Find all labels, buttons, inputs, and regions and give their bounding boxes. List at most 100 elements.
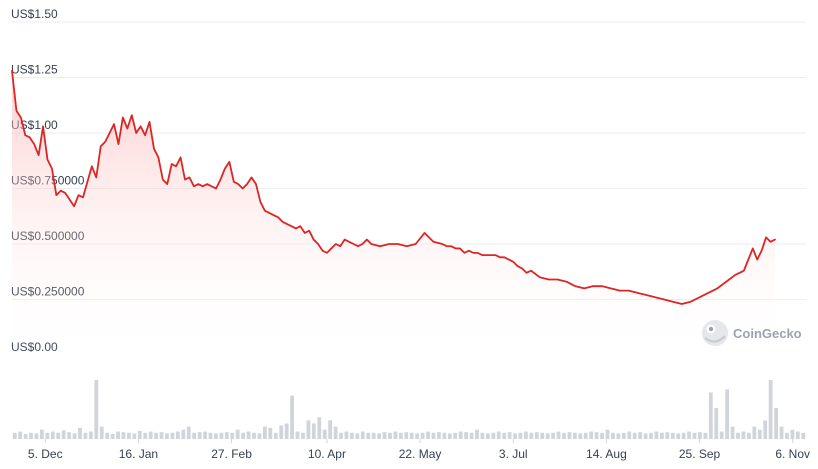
x-tick-label: 3. Jul: [499, 447, 528, 461]
volume-bar: [252, 432, 256, 439]
volume-bar: [518, 432, 523, 439]
coingecko-watermark: CoinGecko: [702, 320, 802, 346]
volume-bar: [219, 432, 224, 439]
volume-bar: [246, 431, 251, 439]
volume-bar: [779, 426, 784, 439]
price-line-layer: [11, 69, 776, 305]
volume-bar: [268, 427, 273, 439]
volume-bar: [415, 433, 420, 439]
volume-bar: [377, 433, 381, 439]
volume-bar: [311, 423, 316, 439]
volume-bar: [116, 431, 120, 439]
volume-bar: [763, 420, 768, 439]
volume-bar: [741, 431, 746, 439]
volume-bar: [785, 432, 789, 439]
volume-bar: [572, 432, 577, 439]
volume-bar: [284, 423, 289, 439]
volume-bar: [344, 431, 349, 439]
volume-bar: [50, 431, 55, 439]
volume-bar: [687, 431, 691, 439]
volume-bar: [790, 429, 795, 439]
volume-bar: [382, 432, 387, 439]
volume-bar: [632, 432, 637, 439]
volume-bar: [110, 434, 115, 439]
price-series-line: [11, 69, 776, 305]
volume-bar: [88, 431, 93, 439]
volume-bar: [442, 432, 447, 439]
volume-bar: [725, 389, 730, 439]
volume-bar: [317, 417, 322, 439]
volume-bar: [502, 432, 507, 439]
volume-bar: [665, 432, 670, 439]
volume-bar: [262, 426, 267, 439]
volume-bar: [730, 426, 735, 439]
volume-bar: [203, 431, 207, 439]
volume-bar: [78, 427, 82, 439]
volume-bar: [170, 432, 175, 439]
volume-bar: [208, 432, 213, 439]
price-area-fill: [12, 70, 775, 355]
volume-bar: [137, 430, 142, 439]
volume-bar: [61, 430, 66, 439]
volume-bar: [279, 425, 284, 439]
volume-bar: [698, 432, 702, 439]
volume-bar: [534, 432, 539, 439]
volume-bar: [774, 407, 778, 439]
x-tick-label: 25. Sep: [679, 447, 721, 461]
volume-bar: [322, 429, 327, 439]
volume-bar: [524, 431, 528, 439]
volume-bar: [333, 426, 338, 439]
price-area: [12, 70, 775, 355]
gecko-logo-icon: [702, 320, 728, 346]
volume-bar: [165, 433, 169, 439]
volume-bar: [545, 433, 550, 439]
volume-bar: [224, 432, 229, 439]
volume-bar: [654, 431, 659, 439]
volume-bar: [431, 432, 436, 439]
volume-bars: [12, 380, 806, 439]
volume-bar: [583, 432, 588, 439]
volume-bar: [529, 432, 534, 439]
volume-bar: [643, 433, 648, 439]
volume-bar: [540, 432, 545, 439]
volume-bar: [409, 432, 414, 439]
volume-bar: [301, 432, 305, 439]
volume-bar: [18, 431, 23, 439]
volume-bar: [692, 432, 697, 439]
volume-bar: [235, 429, 240, 439]
volume-bar: [186, 426, 191, 439]
volume-bar: [485, 433, 490, 439]
y-tick-label: US$1.25: [11, 63, 58, 77]
volume-bar: [556, 431, 561, 439]
volume-bar: [649, 432, 653, 439]
volume-bar: [437, 432, 441, 439]
volume-bar: [67, 432, 72, 439]
volume-bar: [127, 432, 131, 439]
volume-bar: [676, 433, 681, 439]
volume-bar: [230, 432, 235, 439]
volume-bar: [627, 431, 632, 439]
x-axis-tick-labels: 5. Dec 16. Jan 27. Feb 10. Apr 22. May 3. Jul…: [28, 439, 810, 461]
volume-bar: [290, 395, 294, 439]
volume-bar: [349, 432, 354, 439]
x-tick-label: 16. Jan: [119, 447, 158, 461]
volume-bar: [475, 429, 479, 439]
volume-bar: [143, 432, 148, 439]
volume-bar: [105, 432, 110, 439]
volume-bar: [371, 432, 376, 439]
x-tick-label: 10. Apr: [308, 447, 346, 461]
volume-bar: [360, 431, 365, 439]
volume-bar: [708, 392, 713, 439]
volume-bar: [159, 432, 164, 439]
volume-bar: [83, 432, 88, 439]
volume-bar: [339, 432, 343, 439]
volume-bar: [621, 432, 626, 439]
volume-bar: [328, 420, 333, 439]
volume-bar: [12, 432, 17, 439]
volume-bar: [638, 432, 643, 439]
volume-bar: [181, 429, 186, 439]
volume-bar: [306, 420, 311, 439]
volume-bar: [746, 432, 751, 439]
volume-bar: [295, 431, 300, 439]
